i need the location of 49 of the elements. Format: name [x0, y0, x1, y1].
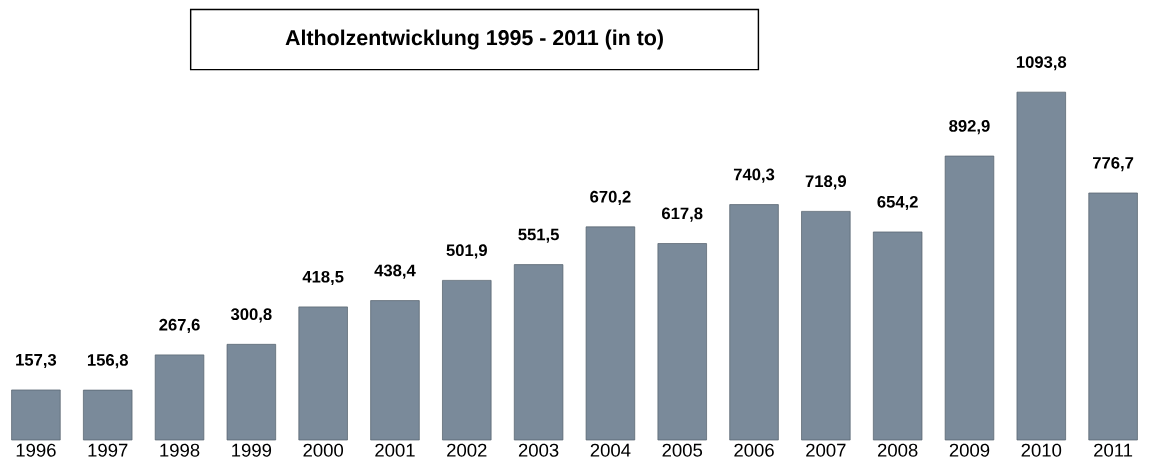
x-tick-label: 1996: [16, 443, 56, 457]
x-tick-label: 2008: [877, 443, 918, 457]
data-label: 776,7: [1093, 156, 1134, 172]
bar: [11, 389, 61, 441]
data-label: 551,5: [518, 228, 559, 243]
x-tick-label: 2006: [734, 443, 774, 457]
data-label: 654,2: [877, 195, 918, 211]
data-label: 740,3: [733, 168, 775, 183]
x-tick-label: 1997: [88, 443, 128, 457]
bar: [657, 243, 707, 441]
x-tick-label: 1999: [232, 443, 272, 457]
data-label: 300,8: [230, 308, 272, 323]
x-tick-label: 2003: [518, 443, 559, 457]
bar: [944, 155, 995, 441]
x-tick-label: 2001: [375, 443, 415, 457]
bar: [298, 306, 348, 441]
bar: [442, 279, 492, 441]
bar: [1088, 192, 1138, 441]
x-tick-label: 2005: [662, 443, 703, 457]
x-tick-label: 2010: [1021, 443, 1062, 457]
x-tick-label: 1998: [160, 443, 200, 457]
bar: [370, 300, 420, 441]
data-label: 157,3: [16, 353, 57, 369]
x-tick-label: 2009: [949, 443, 990, 457]
data-label: 156,8: [87, 354, 128, 369]
x-tick-label: 2000: [303, 443, 344, 457]
bar: [83, 389, 133, 441]
data-label: 718,9: [805, 175, 847, 190]
data-label: 617,8: [662, 207, 703, 222]
bar: [729, 204, 779, 441]
bar: [513, 264, 564, 441]
bar: [801, 210, 851, 441]
chart-title: Altholzentwicklung 1995 - 2011 (in to): [285, 29, 663, 50]
x-tick-label: 2004: [590, 443, 631, 457]
bar: [154, 354, 205, 441]
x-tick-label: 2002: [447, 443, 487, 457]
x-tick-label: 2011: [1094, 443, 1133, 457]
data-label: 1093,8: [1016, 56, 1067, 71]
bar: [872, 231, 923, 441]
bar: [585, 226, 636, 441]
data-label: 670,2: [590, 190, 631, 205]
data-label: 438,4: [374, 264, 416, 279]
data-label: 267,6: [159, 318, 200, 333]
bar: [1016, 91, 1066, 441]
data-label: 418,5: [302, 270, 344, 286]
data-label: 892,9: [949, 120, 990, 135]
x-tick-label: 2007: [806, 443, 846, 457]
bar: [226, 343, 277, 441]
data-label: 501,9: [446, 244, 487, 259]
